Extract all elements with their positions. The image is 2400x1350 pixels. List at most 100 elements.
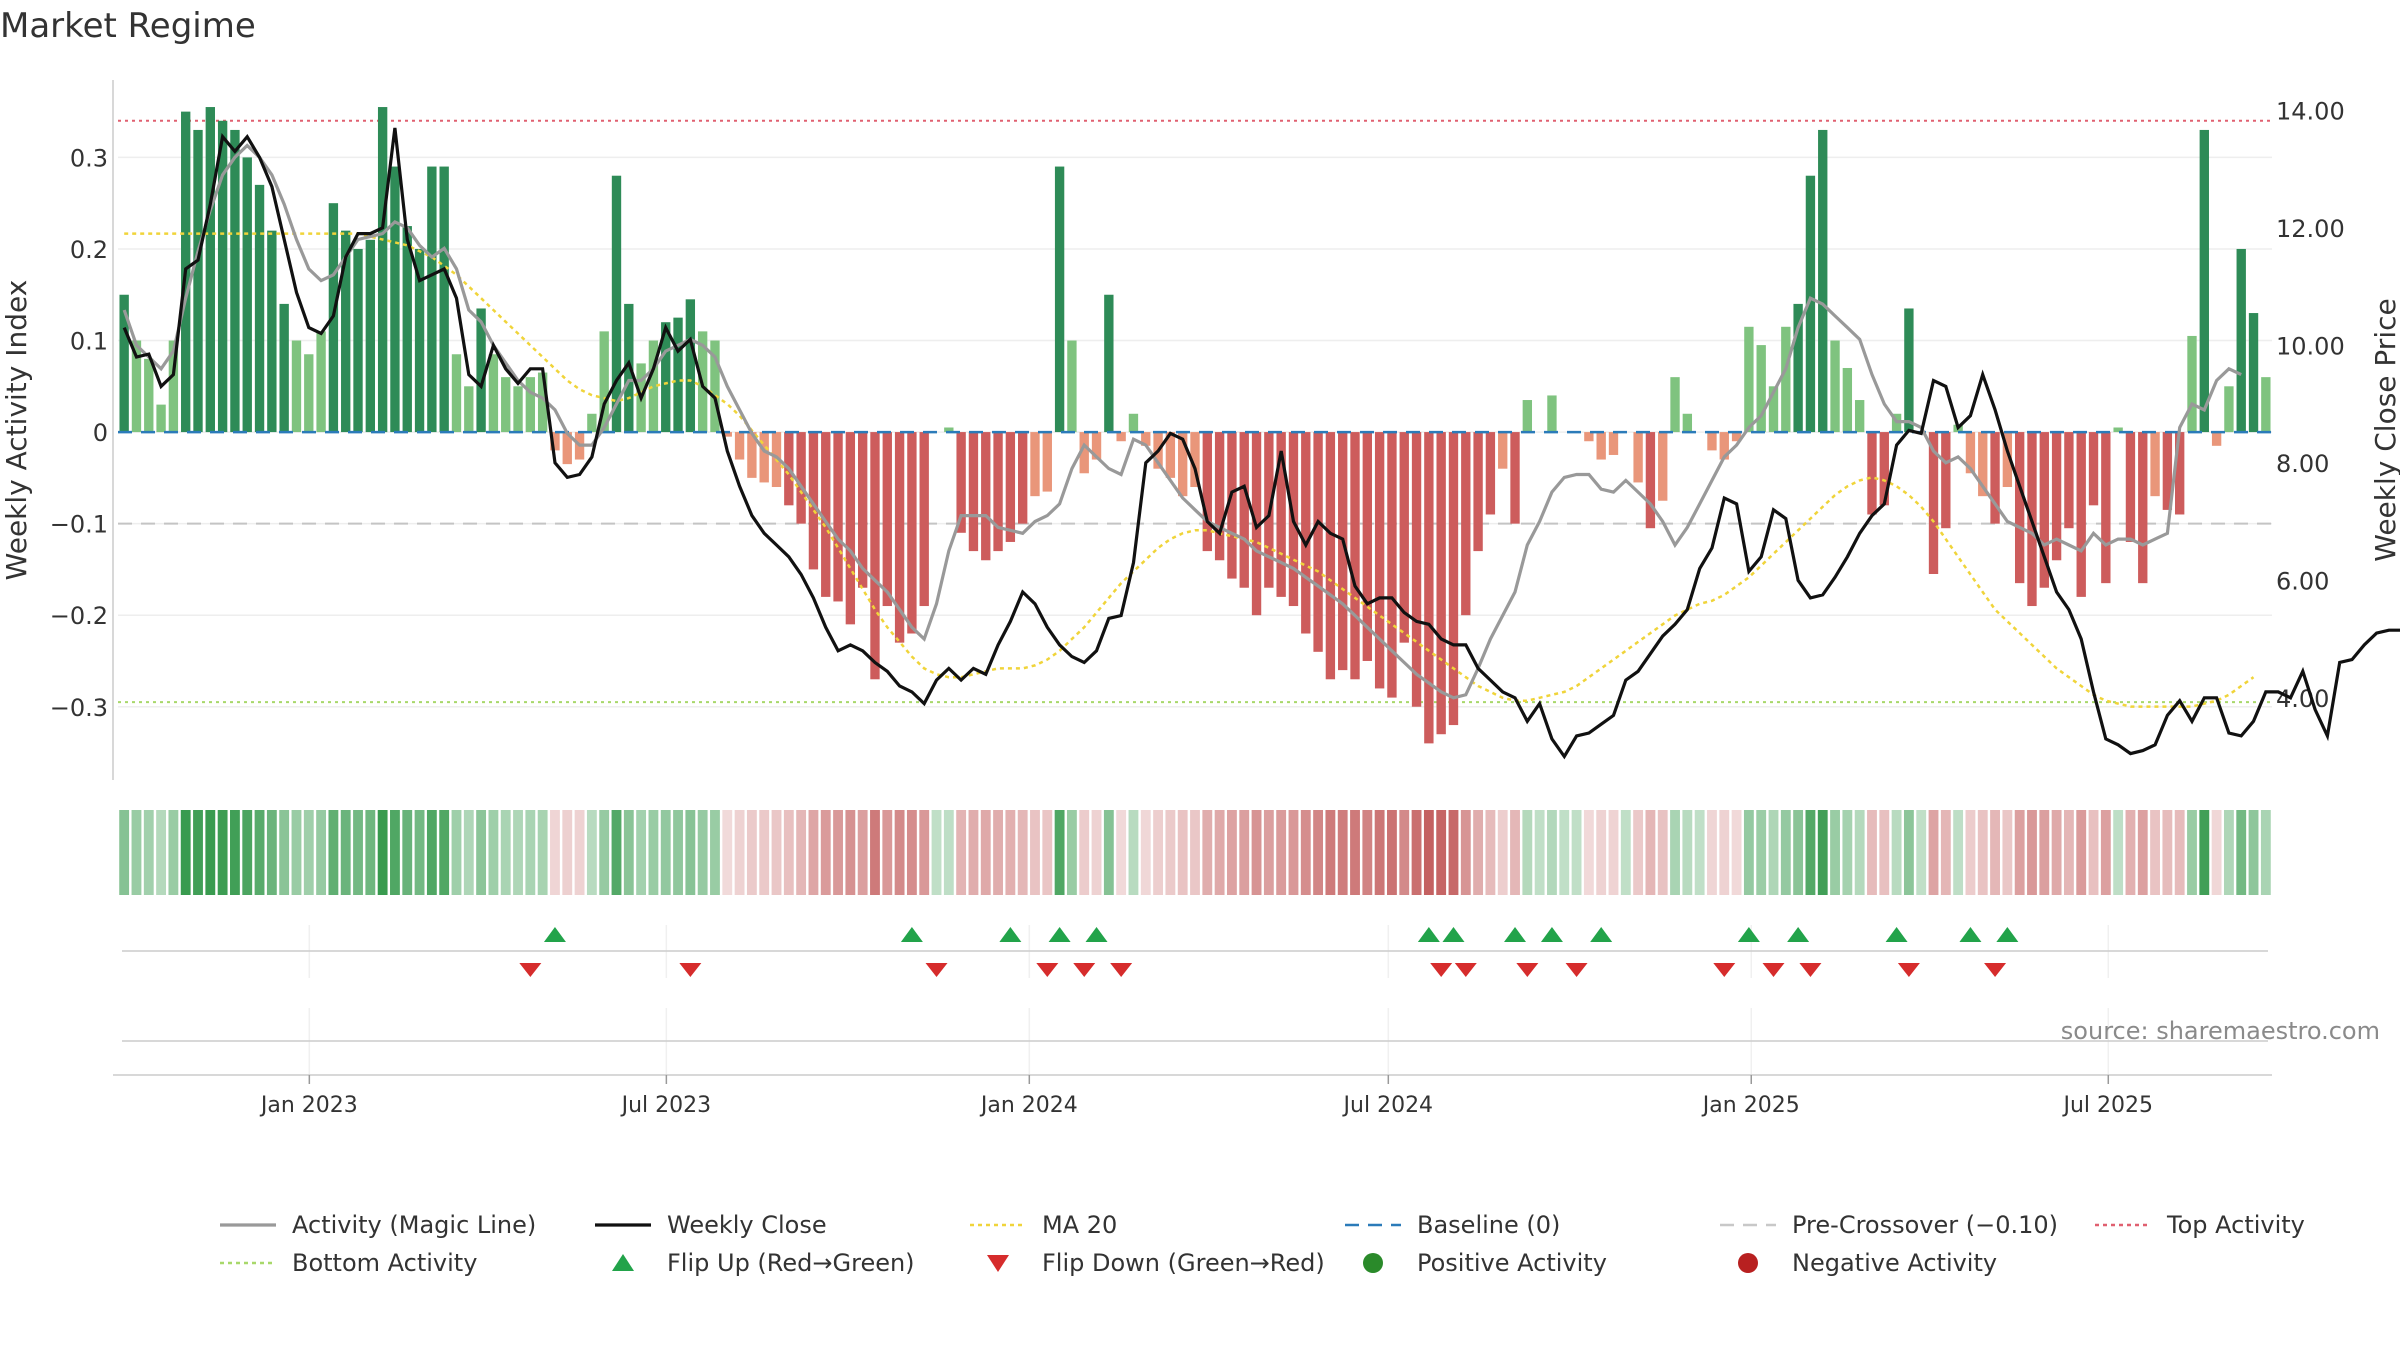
activity-bar <box>648 340 659 433</box>
x-tick-label: Jan 2025 <box>1701 1093 1800 1118</box>
activity-bar <box>1054 166 1065 433</box>
regime-cell <box>1559 810 1570 895</box>
activity-bar <box>1374 432 1385 689</box>
activity-bar <box>476 308 486 433</box>
regime-cell <box>759 810 770 895</box>
activity-bar <box>1719 432 1729 460</box>
regime-cell <box>734 810 745 895</box>
regime-cell <box>1239 810 1250 895</box>
regime-cell <box>1534 810 1545 895</box>
regime-cell <box>1116 810 1127 895</box>
activity-bar <box>1067 340 1077 433</box>
activity-bar <box>501 377 511 433</box>
x-axis: Jan 2023 Jul 2023 Jan 2024 Jul 2024 Jan 2025… <box>259 1075 2153 1118</box>
x-tick-label: Jan 2023 <box>259 1093 358 1118</box>
regime-cell <box>2100 810 2111 895</box>
activity-bar <box>1867 432 1877 515</box>
activity-bar <box>550 432 560 451</box>
activity-bar <box>377 107 388 433</box>
flip-down-marker <box>1984 963 2007 977</box>
activity-bar <box>1510 432 1520 524</box>
regime-cell <box>365 810 376 895</box>
regime-cell <box>1854 810 1865 895</box>
legend-item: Activity (Magic Line) <box>220 1211 536 1239</box>
bottom-panel <box>113 1008 2272 1076</box>
activity-bar <box>1042 432 1052 492</box>
y-right-tick-label: 6.00 <box>2276 567 2329 595</box>
activity-bar <box>722 432 732 437</box>
regime-cell <box>279 810 290 895</box>
flip-down-marker <box>1110 963 1133 977</box>
regime-cell <box>968 810 979 895</box>
regime-cell <box>1337 810 1348 895</box>
activity-bar <box>1116 432 1126 442</box>
legend-swatch <box>1738 1253 1758 1273</box>
regime-cell <box>722 810 733 895</box>
regime-cell <box>2162 810 2173 895</box>
regime-cell <box>1140 810 1151 895</box>
regime-cell <box>882 810 893 895</box>
activity-bar <box>599 331 609 433</box>
activity-bar <box>1965 432 1976 474</box>
x-tick-label: Jul 2024 <box>1342 1093 1434 1118</box>
regime-cell <box>1768 810 1779 895</box>
activity-bar <box>230 129 240 433</box>
flip-up-marker <box>1590 927 1613 942</box>
flip-up-marker <box>900 927 923 942</box>
activity-bar <box>168 340 179 433</box>
activity-bar <box>390 166 400 433</box>
regime-cell <box>833 810 843 895</box>
flip-down-marker <box>925 963 948 977</box>
activity-bar <box>944 427 954 433</box>
legend-swatch <box>612 1254 634 1271</box>
regime-cell <box>2125 810 2136 895</box>
legend-item: Weekly Close <box>595 1211 827 1239</box>
activity-bar <box>513 386 523 433</box>
activity-bar <box>205 107 215 433</box>
flip-down-marker <box>1430 963 1453 977</box>
regime-cell <box>156 810 167 895</box>
regime-cell <box>1879 810 1890 895</box>
regime-cell <box>1645 810 1656 895</box>
regime-cell <box>673 810 683 895</box>
regime-cell <box>180 810 191 895</box>
regime-cell <box>1719 810 1730 895</box>
activity-bar <box>857 432 868 588</box>
y-axis-left-label: Weekly Activity Index <box>0 280 33 581</box>
legend-label: Flip Up (Red→Green) <box>667 1249 915 1277</box>
activity-bar <box>1436 432 1446 735</box>
legend: Activity (Magic Line) Weekly Close MA 20 Ba… <box>220 1211 2305 1277</box>
activity-bar <box>1313 432 1323 652</box>
y-left-tick-label: 0 <box>93 419 108 447</box>
regime-cell <box>316 810 327 895</box>
regime-cell <box>894 810 905 895</box>
activity-bar <box>537 372 548 433</box>
regime-strip <box>119 810 2271 895</box>
activity-bar <box>353 248 363 433</box>
regime-cell <box>2236 810 2247 895</box>
activity-bar <box>156 404 166 433</box>
regime-cell <box>771 810 782 895</box>
regime-cell <box>414 810 425 895</box>
flip-up-marker <box>1442 927 1465 942</box>
regime-cell <box>1743 810 1754 895</box>
activity-bar <box>2002 432 2013 488</box>
activity-bar <box>1596 432 1606 460</box>
activity-bar <box>1030 432 1040 497</box>
regime-cell <box>1128 810 1139 895</box>
flip-down-marker <box>1036 963 1059 977</box>
flip-up-marker <box>1885 927 1908 942</box>
activity-bar <box>1362 432 1372 661</box>
regime-cell <box>488 810 499 895</box>
flip-up-marker <box>1540 927 1563 942</box>
activity-bar <box>1842 367 1853 433</box>
regime-cell <box>1263 810 1274 895</box>
regime-cell <box>1694 810 1705 895</box>
regime-cell <box>1091 810 1102 895</box>
activity-bar <box>2175 432 2185 515</box>
x-tick-label: Jan 2024 <box>979 1093 1078 1118</box>
flip-down-marker <box>1897 963 1920 977</box>
regime-cell <box>254 810 265 895</box>
regime-cell <box>1916 810 1927 895</box>
activity-bar <box>1350 432 1360 680</box>
